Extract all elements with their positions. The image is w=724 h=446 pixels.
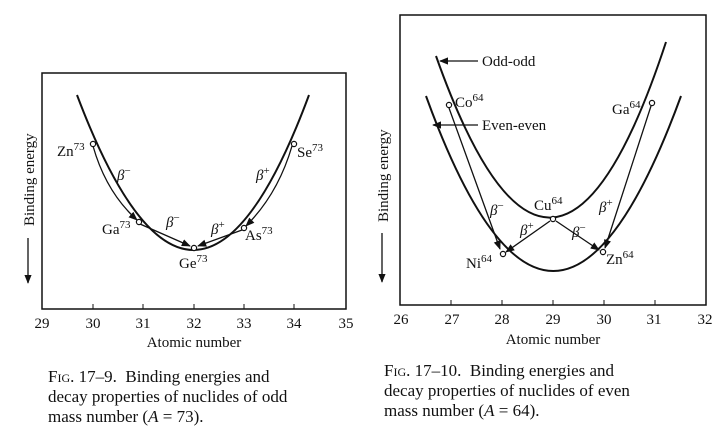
left-tick-label: 32 (187, 316, 202, 332)
right-ylabel: Binding energy (376, 129, 392, 222)
left-decay-arrow-as-ge (197, 229, 243, 247)
right-label-cu: Cu64 (534, 195, 563, 214)
right-label-ga: Ga64 (612, 99, 641, 118)
right-beta-label: β− (489, 200, 504, 219)
right-tick-label: 32 (698, 312, 713, 328)
left-decay-arrow-ga-ge (139, 223, 191, 247)
right-beta-label: β+ (598, 197, 613, 216)
left-point-zn (89, 140, 97, 148)
left-point-ge (190, 244, 198, 252)
right-x-ticks: 26 27 28 29 30 31 32 (394, 300, 713, 328)
right-caption-line2: decay properties of nuclides of even (384, 381, 630, 400)
left-caption-line2: decay properties of nuclides of odd (48, 387, 288, 406)
right-point-zn (599, 248, 607, 256)
left-decay-arrow-zn-ga (92, 145, 138, 221)
right-point-cu (549, 215, 557, 223)
right-tick-label: 29 (546, 312, 561, 328)
right-tick-label: 30 (597, 312, 612, 328)
left-beta-label: β− (116, 165, 131, 184)
left-caption-line3: mass number (A = 73). (48, 407, 204, 426)
right-point-ni (499, 250, 507, 258)
right-tick-label: 31 (647, 312, 662, 328)
right-label-ni: Ni64 (466, 253, 493, 272)
right-decay-arrow-ga-zn (604, 105, 652, 249)
right-point-co (445, 101, 453, 109)
left-panel: Binding energy 29 30 31 32 33 34 35 Atom… (22, 72, 354, 351)
right-caption: Fig. 17–10. Binding energies and decay p… (384, 361, 719, 421)
right-point-ga (648, 99, 656, 107)
even-even-label: Even-even (482, 118, 547, 134)
right-label-co: Co64 (455, 92, 484, 111)
right-xlabel: Atomic number (506, 332, 601, 348)
left-x-ticks: 29 30 31 32 33 34 35 (35, 304, 354, 332)
right-tick-label: 26 (394, 312, 410, 328)
left-label-ge: Ge73 (179, 253, 208, 272)
right-caption-line3: mass number (A = 64). (384, 401, 540, 420)
right-decay-arrow-cu-ni (505, 220, 551, 253)
left-tick-label: 31 (136, 316, 151, 332)
left-caption: Fig. 17–9. Binding energies and decay pr… (48, 367, 360, 427)
left-label-zn: Zn73 (57, 141, 85, 160)
right-panel: Binding energy 26 27 28 29 30 31 32 Atom… (376, 14, 713, 348)
left-beta-label: β+ (255, 165, 270, 184)
left-label-se: Se73 (297, 142, 324, 161)
right-tick-label: 28 (495, 312, 510, 328)
left-point-se (290, 140, 298, 148)
left-xlabel: Atomic number (147, 335, 242, 351)
left-ylabel: Binding energy (22, 133, 38, 226)
left-point-ga (135, 218, 143, 226)
left-beta-label: β− (165, 212, 180, 231)
left-caption-line1: Fig. 17–9. Binding energies and (48, 367, 270, 386)
left-tick-label: 29 (35, 316, 50, 332)
right-beta-label: β− (571, 222, 586, 241)
left-tick-label: 34 (287, 316, 303, 332)
left-beta-label: β+ (210, 219, 225, 238)
left-point-as (240, 224, 248, 232)
left-label-as: As73 (245, 225, 273, 244)
left-tick-label: 30 (86, 316, 101, 332)
left-decay-arrow-se-as (245, 145, 293, 227)
right-label-zn: Zn64 (606, 249, 634, 268)
left-plot-frame (41, 72, 347, 310)
left-label-ga: Ga73 (102, 219, 131, 238)
right-odd-odd-curve (435, 41, 667, 219)
left-tick-label: 33 (237, 316, 252, 332)
odd-odd-label: Odd-odd (482, 54, 536, 70)
right-beta-label: β+ (519, 220, 534, 239)
left-tick-label: 35 (339, 316, 354, 332)
right-caption-line1: Fig. 17–10. Binding energies and (384, 361, 615, 380)
right-tick-label: 27 (445, 312, 461, 328)
right-even-even-curve (425, 95, 682, 272)
right-decay-arrow-co-ni (448, 107, 501, 250)
right-decay-arrow-cu-zn (555, 220, 600, 251)
